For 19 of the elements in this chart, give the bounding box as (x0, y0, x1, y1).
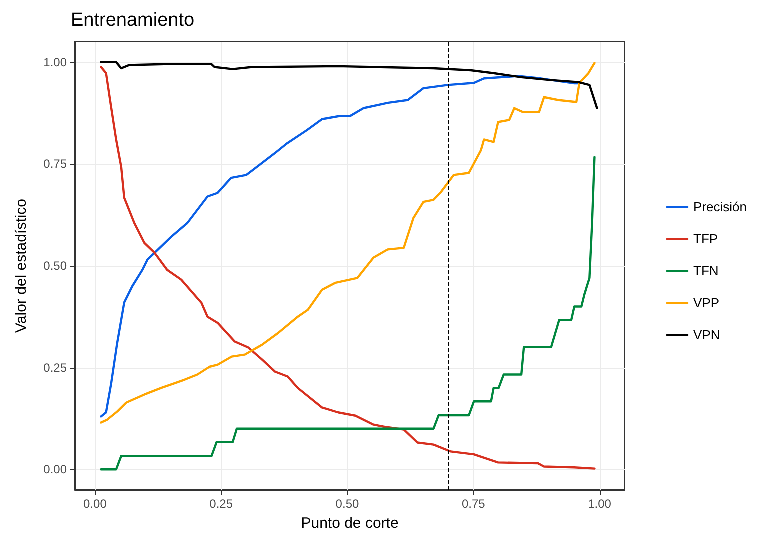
line-series (100, 156, 596, 471)
y-tick-label: 1.00 (44, 55, 68, 70)
x-tick-label: 0.75 (462, 497, 486, 511)
legend-label: VPP (694, 296, 720, 310)
y-tick-label: 0.50 (44, 259, 68, 273)
y-tick-label: 0.75 (44, 157, 68, 172)
x-axis-title: Punto de corte (301, 515, 399, 532)
legend-label: TFN (694, 264, 719, 278)
legend-label: VPN (694, 328, 720, 342)
chart-title: Entrenamiento (71, 10, 195, 31)
x-tick-label: 1.00 (588, 497, 612, 511)
x-tick-label: 0.50 (336, 497, 360, 511)
x-tick-label: 0.25 (210, 497, 234, 511)
y-tick-label: 0.25 (44, 360, 68, 375)
legend-label: Precisión (694, 200, 747, 214)
legend-label: TFP (694, 232, 718, 246)
y-axis-title: Valor del estadístico (13, 199, 30, 333)
x-tick-label: 0.00 (84, 497, 108, 511)
y-tick-label: 0.00 (44, 462, 68, 477)
